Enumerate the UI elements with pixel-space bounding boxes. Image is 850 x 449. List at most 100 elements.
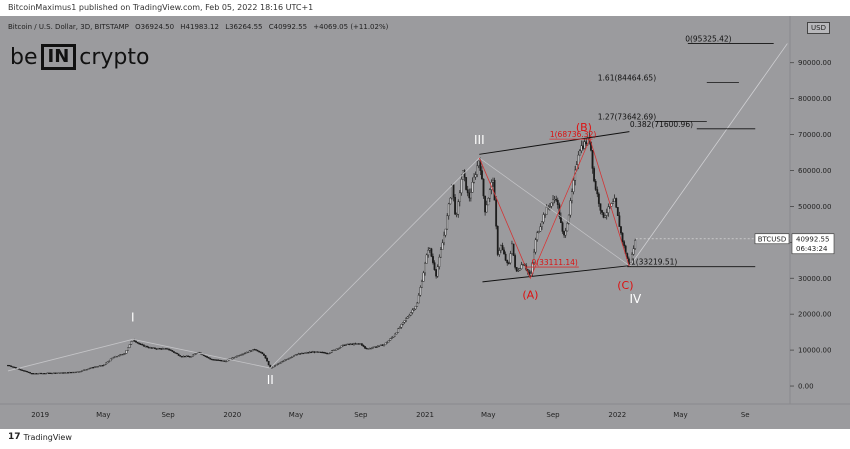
candle-body — [195, 353, 197, 355]
candle-body — [482, 178, 485, 197]
candle-body — [76, 371, 79, 373]
tradingview-logo[interactable]: 17 TradingView — [8, 432, 72, 442]
candle-body — [236, 355, 238, 358]
candle-body — [274, 365, 276, 367]
wave-label: (C) — [617, 279, 633, 292]
candle-body — [501, 245, 504, 251]
candle-body — [32, 373, 35, 375]
candle-body — [160, 348, 163, 350]
candle-body — [634, 240, 637, 249]
candle-body — [188, 356, 191, 358]
candle-body — [19, 369, 22, 371]
candle-body — [414, 306, 417, 310]
footer-bar — [0, 429, 850, 449]
chart-area[interactable] — [0, 16, 850, 429]
x-tick-label: May — [673, 411, 687, 419]
candle-body — [157, 348, 159, 350]
candle-body — [406, 316, 409, 319]
candle-body — [285, 359, 287, 361]
candle-body — [166, 348, 169, 350]
x-tick-label: 2020 — [223, 411, 241, 419]
candle-body — [323, 352, 325, 354]
candle-body — [583, 141, 586, 149]
candle-body — [234, 356, 237, 358]
candle-body — [14, 367, 17, 369]
candle-body — [621, 232, 624, 242]
candle-body — [52, 372, 55, 374]
candle-body — [120, 354, 123, 356]
candle-body — [329, 352, 332, 354]
candle-body — [172, 351, 175, 353]
beincrypto-logo: be IN crypto — [10, 44, 149, 70]
candle-body — [299, 353, 302, 355]
candle-body — [308, 351, 311, 354]
candle-body — [368, 348, 371, 350]
candle-body — [601, 210, 603, 213]
candle-body — [45, 373, 47, 375]
candle-body — [270, 367, 273, 369]
x-tick-label: May — [481, 411, 495, 419]
candle-body — [275, 364, 278, 366]
x-tick-label: Sep — [546, 411, 560, 419]
candle-body — [95, 366, 98, 368]
candle-body — [493, 179, 496, 201]
candle-body — [632, 248, 635, 255]
candle-body — [542, 214, 545, 223]
candle-body — [281, 360, 284, 363]
candle-body — [307, 352, 310, 354]
candle-body — [37, 373, 39, 375]
candle-body — [30, 373, 33, 375]
candle-body — [202, 354, 205, 357]
candle-body — [381, 344, 384, 346]
projection-line — [629, 43, 788, 267]
candle-body — [507, 262, 510, 264]
candle-body — [550, 202, 553, 207]
candle-body — [124, 353, 126, 355]
candle-body — [623, 241, 626, 247]
candle-body — [302, 352, 305, 355]
candle-body — [146, 345, 148, 348]
candle-body — [204, 355, 207, 357]
candle-body — [365, 348, 368, 350]
candle-body — [130, 341, 133, 345]
candle-body — [277, 363, 280, 365]
candle-body — [378, 345, 381, 347]
wave-label: II — [267, 373, 274, 387]
currency-badge[interactable]: USD — [807, 22, 830, 34]
candle-body — [571, 191, 573, 201]
fib-level-label: 1.61(84464.65) — [598, 74, 656, 83]
y-tick-label: 70000.00 — [798, 131, 831, 139]
candle-body — [487, 198, 490, 206]
candle-body — [533, 251, 535, 263]
candle-body — [441, 242, 444, 250]
candle-body — [26, 370, 28, 373]
candle-body — [264, 355, 267, 359]
candle-body — [424, 263, 426, 274]
candle-body — [485, 204, 488, 213]
candle-body — [245, 352, 248, 354]
candle-body — [564, 230, 567, 236]
symbol-title: Bitcoin / U.S. Dollar, 3D, BITSTAMP — [8, 23, 129, 31]
candle-body — [435, 269, 438, 277]
candle-body — [218, 359, 221, 362]
candle-body — [373, 346, 376, 348]
candle-body — [582, 145, 584, 149]
candle-body — [142, 344, 145, 347]
x-tick-label: May — [96, 411, 110, 419]
ohlc-legend: Bitcoin / U.S. Dollar, 3D, BITSTAMP O369… — [8, 23, 392, 31]
candle-body — [210, 358, 213, 361]
candle-body — [503, 249, 505, 255]
candle-body — [403, 320, 406, 323]
x-tick-label: 2022 — [608, 411, 626, 419]
candle-body — [180, 356, 183, 358]
candle-body — [255, 349, 257, 351]
candle-body — [233, 357, 235, 359]
candle-body — [433, 262, 436, 270]
candle-body — [451, 184, 453, 199]
candle-body — [515, 267, 518, 272]
candle-body — [7, 365, 9, 367]
candle-body — [240, 354, 243, 356]
candle-body — [283, 359, 286, 362]
candle-body — [87, 368, 90, 370]
